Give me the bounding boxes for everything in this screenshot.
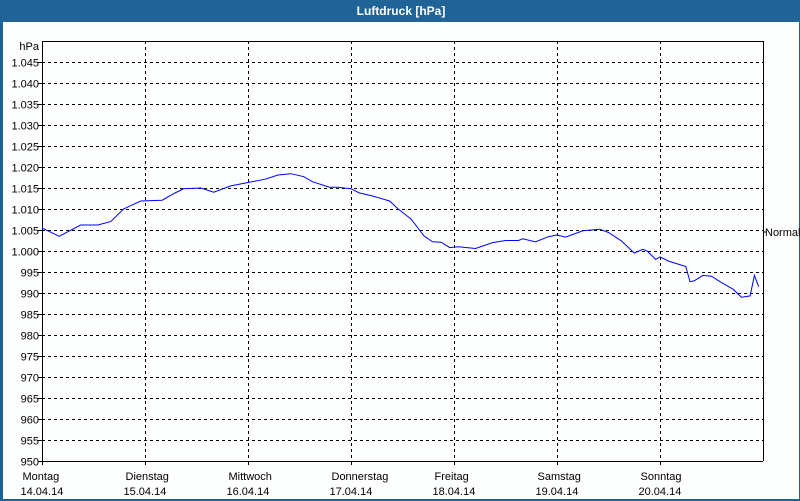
x-tick-date: 20.04.14	[639, 486, 682, 498]
x-tick-day: Sonntag	[641, 471, 682, 483]
y-axis-unit: hPa	[19, 41, 39, 53]
y-tick-label: 1.025	[11, 142, 39, 154]
x-tick-date: 16.04.14	[227, 486, 270, 498]
y-tick-label: 1.030	[11, 121, 39, 133]
x-tick-date: 19.04.14	[536, 486, 579, 498]
y-tick-label: 980	[21, 331, 39, 343]
y-tick-label: 990	[21, 289, 39, 301]
normal-label: Normal	[765, 227, 800, 239]
pressure-line	[42, 174, 759, 298]
y-tick-label: 950	[21, 457, 39, 469]
y-tick-label: 1.015	[11, 184, 39, 196]
y-tick-label: 960	[21, 415, 39, 427]
x-tick-date: 18.04.14	[433, 486, 476, 498]
x-tick-day: Freitag	[435, 471, 469, 483]
x-tick-date: 17.04.14	[330, 486, 373, 498]
y-tick-label: 1.035	[11, 100, 39, 112]
x-tick-day: Donnerstag	[332, 471, 389, 483]
y-tick-label: 1.020	[11, 163, 39, 175]
y-tick-label: 970	[21, 373, 39, 385]
x-tick-day: Samstag	[538, 471, 581, 483]
y-tick-label: 1.005	[11, 226, 39, 238]
y-tick-label: 1.010	[11, 205, 39, 217]
x-tick-day: Mittwoch	[229, 471, 272, 483]
y-tick-label: 955	[21, 436, 39, 448]
y-tick-label: 1.000	[11, 247, 39, 259]
y-tick-label: 965	[21, 394, 39, 406]
y-tick-label: 975	[21, 352, 39, 364]
y-tick-label: 1.040	[11, 79, 39, 91]
y-tick-label: 985	[21, 310, 39, 322]
x-tick-day: Montag	[23, 471, 60, 483]
x-tick-date: 14.04.14	[21, 486, 64, 498]
y-tick-label: 995	[21, 268, 39, 280]
x-tick-day: Dienstag	[126, 471, 169, 483]
y-tick-label: 1.045	[11, 58, 39, 70]
x-tick-date: 15.04.14	[124, 486, 167, 498]
